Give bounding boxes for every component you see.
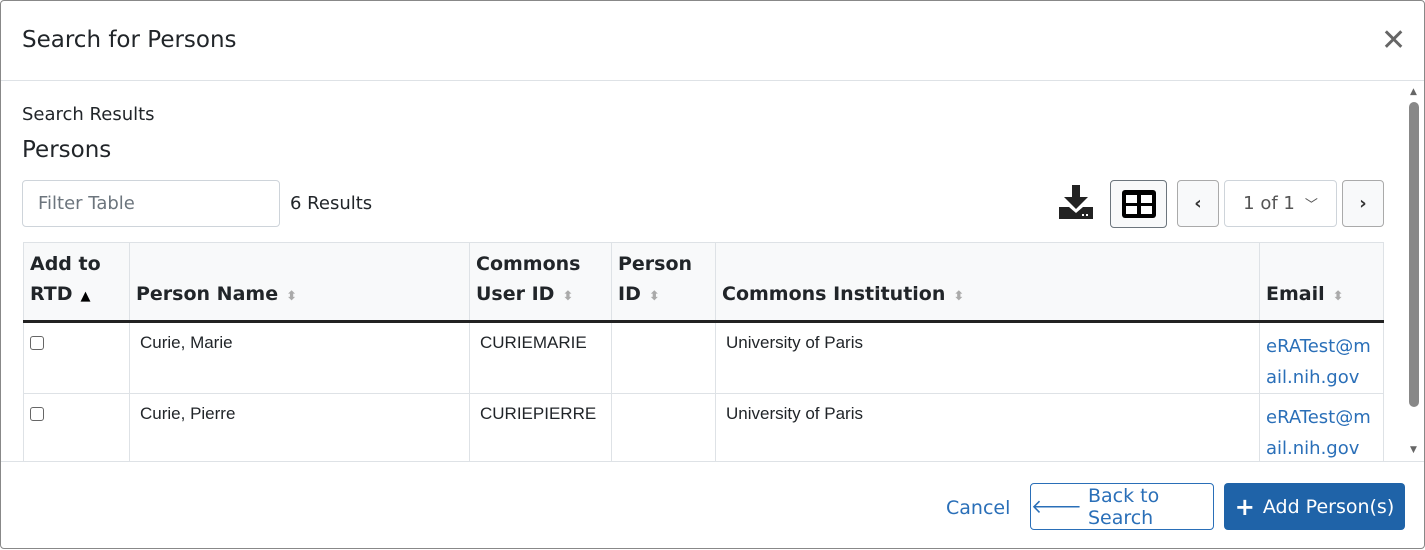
table-grid-icon [1121, 190, 1156, 218]
modal-header: Search for Persons ✕ [1, 1, 1424, 81]
cancel-button[interactable]: Cancel [946, 497, 1011, 519]
table-row: Curie, Marie CURIEMARIE University of Pa… [23, 321, 1384, 394]
col-commons-institution[interactable]: Commons Institution ⬍ [715, 242, 1260, 323]
sort-asc-icon: ▲ [80, 289, 91, 304]
email-link[interactable]: eRATest@mail.nih.gov [1259, 321, 1384, 394]
modal-title: Search for Persons [22, 27, 237, 53]
persons-table: Add to RTD ▲ Person Name ⬍ Commons User ID… [23, 242, 1384, 461]
modal-body: Search Results Persons 6 Results ‹ 1 of … [1, 81, 1406, 461]
sort-icon: ⬍ [1332, 289, 1344, 304]
col-person-id[interactable]: Person ID ⬍ [611, 242, 716, 323]
col-add-to-rtd[interactable]: Add to RTD ▲ [23, 242, 130, 323]
section-label: Search Results [22, 104, 155, 125]
filter-table-input[interactable] [22, 180, 280, 227]
vertical-scrollbar[interactable]: ▲ ▼ [1407, 85, 1422, 459]
commons-institution: University of Paris [715, 393, 1260, 461]
scroll-up-icon[interactable]: ▲ [1410, 87, 1417, 97]
person-id [611, 321, 716, 394]
chevron-right-icon: › [1359, 193, 1367, 214]
add-to-rtd-checkbox[interactable] [30, 336, 44, 350]
plus-icon: + [1234, 492, 1255, 521]
modal-footer: Cancel 🡐 Back to Search + Add Person(s) [1, 461, 1424, 550]
page-indicator: 1 of 1 [1243, 193, 1295, 214]
add-to-rtd-checkbox[interactable] [30, 407, 44, 421]
results-count: 6 Results [290, 193, 373, 214]
scroll-down-icon[interactable]: ▼ [1410, 445, 1417, 455]
chevron-left-icon: ‹ [1194, 193, 1202, 214]
column-toggle-button[interactable] [1110, 180, 1167, 228]
col-person-name[interactable]: Person Name ⬍ [129, 242, 470, 323]
person-name: Curie, Pierre [129, 393, 470, 461]
prev-page-button[interactable]: ‹ [1177, 180, 1219, 227]
person-id [611, 393, 716, 461]
sort-icon: ⬍ [953, 289, 965, 304]
next-page-button[interactable]: › [1342, 180, 1384, 227]
sort-icon: ⬍ [562, 289, 574, 304]
col-commons-user-id[interactable]: Commons User ID ⬍ [469, 242, 612, 323]
commons-user-id: CURIEPIERRE [469, 393, 612, 461]
email-link[interactable]: eRATest@mail.nih.gov [1259, 393, 1384, 461]
person-name: Curie, Marie [129, 321, 470, 394]
chevron-down-icon: ﹀ [1304, 198, 1318, 213]
col-email[interactable]: Email ⬍ [1259, 242, 1384, 323]
scrollbar-thumb[interactable] [1409, 102, 1419, 407]
commons-user-id: CURIEMARIE [469, 321, 612, 394]
sort-icon: ⬍ [286, 289, 297, 304]
page-heading: Persons [22, 137, 112, 163]
table-row: Curie, Pierre CURIEPIERRE University of … [23, 393, 1384, 461]
page-select[interactable]: 1 of 1 ﹀ [1224, 180, 1337, 227]
back-to-search-button[interactable]: 🡐 Back to Search [1030, 483, 1214, 530]
arrow-left-icon: 🡐 [1031, 496, 1082, 518]
add-persons-button[interactable]: + Add Person(s) [1224, 483, 1405, 530]
sort-icon: ⬍ [648, 289, 660, 304]
close-icon[interactable]: ✕ [1381, 23, 1407, 58]
download-icon[interactable] [1057, 183, 1095, 221]
commons-institution: University of Paris [715, 321, 1260, 394]
